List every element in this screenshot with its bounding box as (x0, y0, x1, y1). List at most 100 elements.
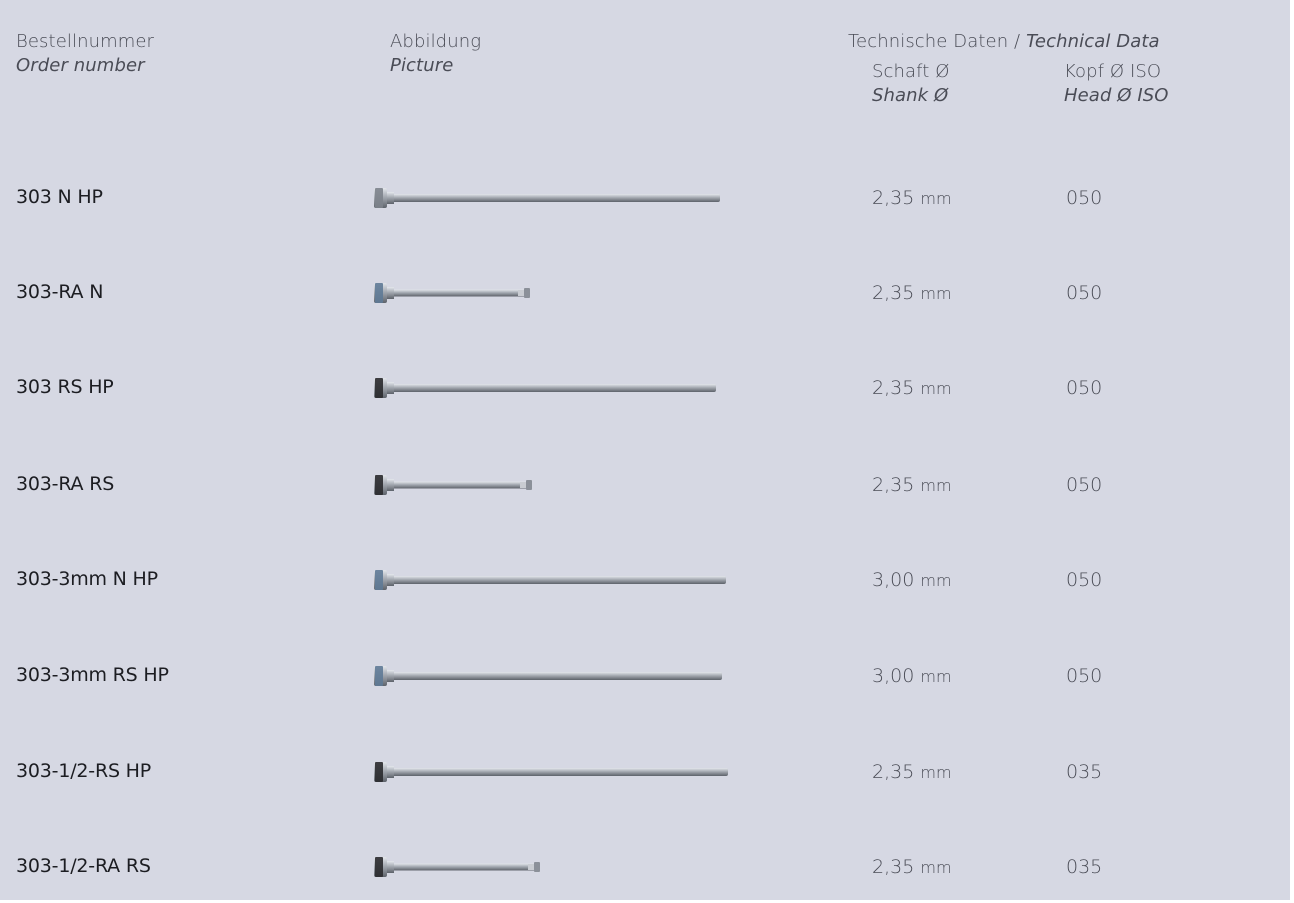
order-number: 303 RS HP (16, 376, 114, 398)
head-iso: 050 (1066, 187, 1103, 209)
tool-picture (374, 857, 540, 877)
shank-header: Schaft Ø Shank Ø (872, 60, 950, 108)
tool-tip (520, 482, 526, 488)
tool-neck (384, 766, 394, 778)
head-iso: 035 (1066, 761, 1103, 783)
tool-picture (374, 762, 728, 782)
head-iso: 050 (1066, 282, 1103, 304)
tool-shaft (390, 672, 722, 680)
shank-unit: mm (920, 763, 952, 782)
tool-neck (384, 670, 394, 682)
table-row: 303-1/2-RS HP 2,35 mm 035 (0, 752, 1290, 792)
picture-header: Abbildung Picture (390, 30, 481, 78)
shank-diameter: 3,00 mm (872, 569, 952, 591)
tool-picture (374, 188, 720, 208)
order-number: 303-RA N (16, 281, 104, 303)
order-number-header-de: Bestellnummer (16, 31, 155, 52)
shank-diameter: 2,35 mm (872, 187, 952, 209)
tool-shaft (390, 863, 540, 871)
tool-color-band (375, 857, 383, 877)
head-iso: 050 (1066, 665, 1103, 687)
tool-shaft (390, 289, 530, 297)
tool-neck (384, 382, 394, 394)
shank-header-en: Shank Ø (872, 85, 949, 106)
tool-neck (384, 192, 394, 204)
head-header: Kopf Ø ISO Head Ø ISO (1064, 60, 1169, 108)
shank-unit: mm (920, 667, 952, 686)
tool-color-band (375, 570, 383, 590)
tool-tip-end (526, 480, 532, 490)
order-number: 303-3mm N HP (16, 568, 158, 590)
tool-shaft (390, 768, 728, 776)
tool-picture (374, 378, 716, 398)
shank-value: 2,35 (872, 187, 915, 209)
table-row: 303-RA N 2,35 mm 050 (0, 273, 1290, 313)
table-row: 303 RS HP 2,35 mm 050 (0, 368, 1290, 408)
shank-value: 2,35 (872, 856, 915, 878)
tool-neck (384, 574, 394, 586)
shank-diameter: 2,35 mm (872, 377, 952, 399)
shank-unit: mm (920, 189, 952, 208)
order-number-header-en: Order number (16, 55, 145, 76)
tool-tip (528, 864, 534, 870)
head-iso: 035 (1066, 856, 1103, 878)
shank-unit: mm (920, 379, 952, 398)
tool-neck (384, 861, 394, 873)
shank-value: 2,35 (872, 761, 915, 783)
tool-tip-end (524, 288, 530, 298)
tool-color-band (375, 283, 383, 303)
tool-picture (374, 475, 532, 495)
shank-diameter: 3,00 mm (872, 665, 952, 687)
tool-tip (518, 290, 524, 296)
tool-picture (374, 570, 726, 590)
shank-unit: mm (920, 284, 952, 303)
technical-data-header: Technische Daten / Technical Data (848, 30, 1160, 54)
table-row: 303-3mm N HP 3,00 mm 050 (0, 560, 1290, 600)
order-number: 303-RA RS (16, 473, 115, 495)
shank-header-de: Schaft Ø (872, 61, 950, 82)
head-iso: 050 (1066, 474, 1103, 496)
shank-diameter: 2,35 mm (872, 761, 952, 783)
order-number: 303-3mm RS HP (16, 664, 169, 686)
tool-shaft (390, 194, 720, 202)
tool-color-band (375, 762, 383, 782)
tool-shaft (390, 384, 716, 392)
shank-unit: mm (920, 476, 952, 495)
head-header-en: Head Ø ISO (1064, 85, 1169, 106)
tool-shaft (390, 576, 726, 584)
table-row: 303-RA RS 2,35 mm 050 (0, 465, 1290, 505)
tool-neck (384, 287, 394, 299)
order-number: 303 N HP (16, 186, 103, 208)
technical-data-header-de: Technische Daten / (848, 31, 1021, 52)
shank-value: 3,00 (872, 569, 915, 591)
tool-color-band (375, 475, 383, 495)
shank-unit: mm (920, 571, 952, 590)
shank-unit: mm (920, 858, 952, 877)
tool-neck (384, 479, 394, 491)
order-number: 303-1/2-RA RS (16, 855, 151, 877)
shank-value: 2,35 (872, 282, 915, 304)
picture-header-en: Picture (390, 55, 454, 76)
order-number: 303-1/2-RS HP (16, 760, 152, 782)
table-row: 303-3mm RS HP 3,00 mm 050 (0, 656, 1290, 696)
tool-color-band (375, 188, 383, 208)
table-row: 303 N HP 2,35 mm 050 (0, 178, 1290, 218)
shank-diameter: 2,35 mm (872, 474, 952, 496)
shank-diameter: 2,35 mm (872, 856, 952, 878)
shank-value: 2,35 (872, 474, 915, 496)
tool-color-band (375, 666, 383, 686)
table-row: 303-1/2-RA RS 2,35 mm 035 (0, 847, 1290, 887)
head-iso: 050 (1066, 569, 1103, 591)
tool-color-band (375, 378, 383, 398)
tool-picture (374, 666, 722, 686)
order-number-header: Bestellnummer Order number (16, 30, 154, 78)
tool-picture (374, 283, 530, 303)
shank-diameter: 2,35 mm (872, 282, 952, 304)
picture-header-de: Abbildung (390, 31, 482, 52)
shank-value: 3,00 (872, 665, 915, 687)
tool-shaft (390, 481, 532, 489)
tool-tip-end (534, 862, 540, 872)
technical-data-header-en: Technical Data (1026, 31, 1160, 52)
head-header-de: Kopf Ø ISO (1064, 61, 1162, 82)
